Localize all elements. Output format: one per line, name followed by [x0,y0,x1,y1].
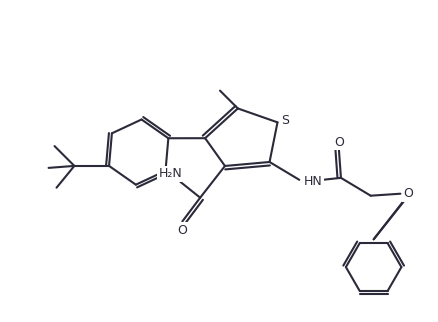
Text: S: S [281,114,289,127]
Text: H₂N: H₂N [158,167,182,180]
Text: O: O [177,224,187,237]
Text: HN: HN [303,175,321,188]
Text: O: O [403,187,412,200]
Text: O: O [333,136,343,149]
